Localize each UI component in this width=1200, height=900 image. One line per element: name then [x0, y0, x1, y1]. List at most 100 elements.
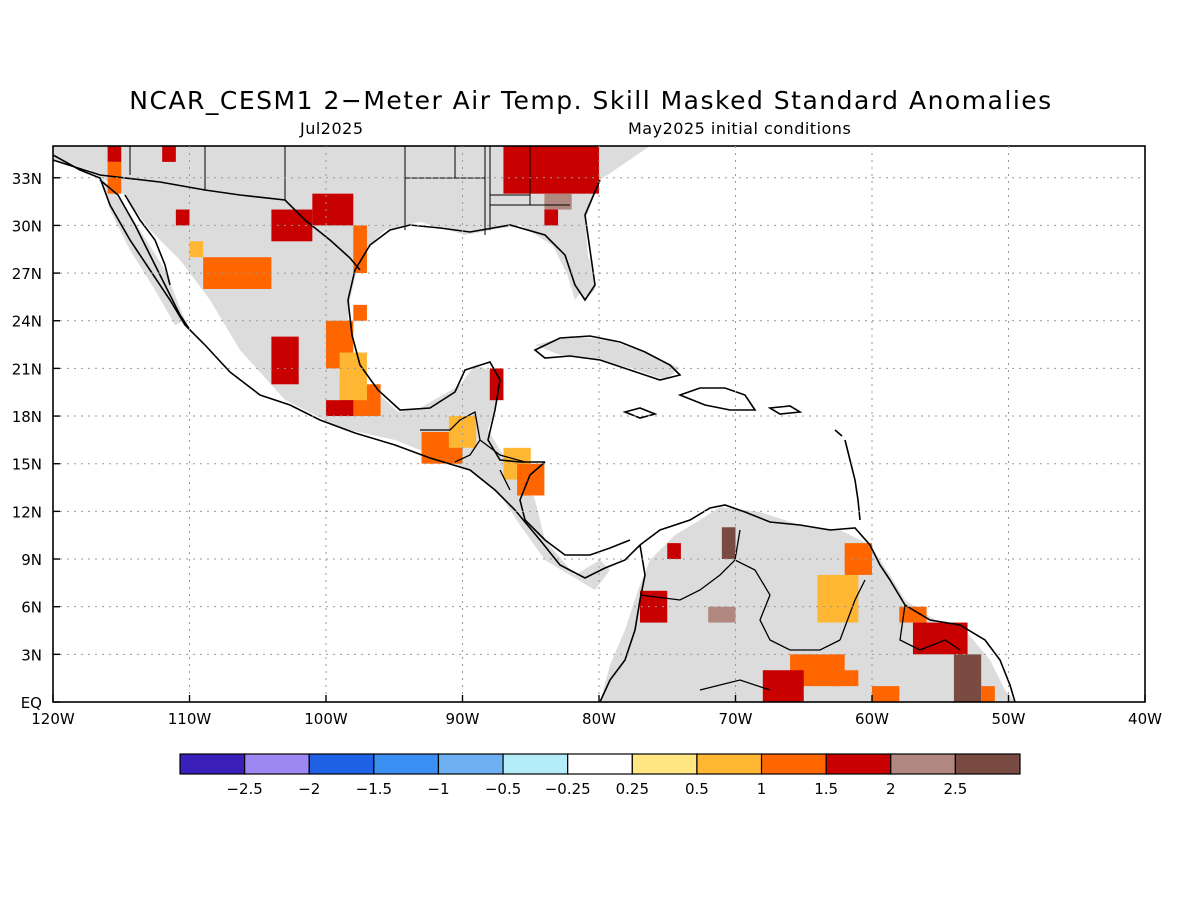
- colorbar-swatch: [502, 753, 569, 775]
- lon-tick-label: 100W: [304, 710, 348, 728]
- colorbar-label: 2.5: [943, 780, 967, 798]
- lat-tick-label: 24N: [12, 313, 42, 331]
- anomaly-cell-23: [544, 209, 559, 226]
- anomaly-cell-32: [831, 670, 859, 687]
- colorbar-swatch: [631, 753, 698, 775]
- lon-tick-label: 50W: [992, 710, 1026, 728]
- land-florida: [545, 225, 595, 300]
- anomaly-cell-34: [899, 606, 927, 623]
- colorbar-label: 1: [757, 780, 767, 798]
- coast-hispaniola: [677, 387, 757, 411]
- lat-tick-label: 18N: [12, 408, 42, 426]
- colorbar-swatch: [373, 753, 440, 775]
- anomaly-cell-3: [107, 161, 122, 194]
- lon-tick-label: 70W: [719, 710, 753, 728]
- colorbar-swatch: [954, 753, 1021, 775]
- colorbar-swatch: [696, 753, 763, 775]
- lat-tick-label: 3N: [21, 646, 42, 664]
- colorbar: [179, 753, 1021, 775]
- anomaly-cell-27: [708, 606, 736, 623]
- coast-lesser-antilles: [834, 429, 861, 521]
- anomaly-cell-18: [489, 368, 504, 401]
- anomaly-cell-8: [312, 193, 354, 226]
- longitude-labels: 120W 110W 100W 90W 80W 70W 60W 50W 40W: [31, 710, 1162, 728]
- coast-south-america: [599, 504, 1016, 702]
- coast-baja: [99, 179, 191, 331]
- lon-tick-label: 110W: [168, 710, 212, 728]
- colorbar-label: 0.5: [685, 780, 709, 798]
- lat-tick-label: 12N: [12, 503, 42, 521]
- colorbar-label: −0.5: [485, 780, 521, 798]
- anomaly-cell-21: [503, 146, 599, 194]
- coast-jamaica: [622, 407, 658, 419]
- colorbar-labels: −2.5 −2 −1.5 −1 −0.5 −0.25 0.25 0.5 1 1.5 2 2.5: [226, 780, 967, 798]
- anomaly-cell-36: [953, 654, 982, 702]
- colorbar-label: 2: [886, 780, 896, 798]
- colorbar-swatch: [567, 753, 633, 775]
- lat-tick-label: 33N: [12, 170, 42, 188]
- coast-pacific-mexico: [53, 154, 641, 579]
- land-cuba: [535, 336, 680, 380]
- colorbar-swatch: [890, 753, 956, 775]
- gridlines: [52, 146, 1146, 703]
- anomaly-cell-12: [353, 304, 367, 321]
- colorbar-swatch: [825, 753, 892, 775]
- anomaly-cell-37: [981, 686, 995, 702]
- lat-tick-label: 15N: [12, 456, 42, 474]
- colorbar-swatch: [437, 753, 504, 775]
- initial-conditions-label: May2025 initial conditions: [628, 119, 852, 138]
- anomaly-cell-17: [448, 416, 477, 448]
- anomaly-cell-4: [175, 209, 190, 226]
- lon-tick-label: 40W: [1128, 710, 1162, 728]
- border-south-america: [639, 529, 961, 691]
- anomaly-cell-31: [762, 670, 804, 702]
- colorbar-label: 0.25: [616, 780, 649, 798]
- lon-tick-label: 90W: [446, 710, 480, 728]
- anomaly-cell-33: [872, 686, 900, 702]
- border-us-mexico: [53, 159, 361, 271]
- anomaly-cell-15: [326, 400, 354, 417]
- colorbar-label: −1: [427, 780, 449, 798]
- anomaly-cell-22: [544, 193, 572, 210]
- coast-gulf-mexico: [347, 179, 601, 463]
- anomaly-cell-20: [517, 463, 545, 496]
- map-title: NCAR_CESM1 2−Meter Air Temp. Skill Maske…: [129, 86, 1053, 115]
- border-central-america: [420, 411, 546, 541]
- lon-tick-label: 80W: [582, 710, 616, 728]
- colorbar-swatch: [760, 753, 827, 775]
- anomaly-cell-24: [667, 543, 681, 560]
- lat-tick-label: EQ: [21, 694, 42, 712]
- coastline-layer: [53, 146, 1016, 702]
- anomaly-cell-6: [203, 257, 272, 289]
- colorbar-swatch: [308, 753, 375, 775]
- colorbar-label: −0.25: [545, 780, 591, 798]
- colorbar-swatch: [244, 753, 310, 775]
- lat-tick-label: 27N: [12, 265, 42, 283]
- anomaly-cell-10: [271, 336, 299, 385]
- latitude-labels: EQ 3N 6N 9N 12N 15N 18N 21N 24N 27N 30N 33N: [12, 170, 42, 712]
- land-layer: [53, 146, 1015, 702]
- land-baja: [100, 175, 185, 325]
- valid-month-label: Jul2025: [300, 119, 364, 138]
- lat-tick-label: 6N: [21, 599, 42, 617]
- lon-tick-label: 120W: [31, 710, 75, 728]
- colorbar-label: −2: [298, 780, 320, 798]
- anomaly-cell-1: [107, 146, 122, 162]
- anomaly-cell-9: [353, 225, 367, 274]
- lat-tick-label: 21N: [12, 360, 42, 378]
- anomaly-cell-28: [817, 574, 859, 623]
- lat-tick-label: 9N: [21, 551, 42, 569]
- coast-puerto-rico: [767, 405, 803, 415]
- lon-tick-label: 60W: [855, 710, 889, 728]
- colorbar-label: 1.5: [814, 780, 838, 798]
- anomaly-cell-5: [189, 241, 204, 258]
- lat-tick-label: 30N: [12, 217, 42, 235]
- land-south-america: [600, 507, 1015, 702]
- anomaly-cell-2: [162, 146, 176, 162]
- colorbar-swatch: [179, 753, 246, 775]
- anomaly-cell-25: [721, 527, 736, 560]
- colorbar-label: −2.5: [226, 780, 262, 798]
- anomaly-cell-14: [339, 352, 367, 401]
- colorbar-label: −1.5: [356, 780, 392, 798]
